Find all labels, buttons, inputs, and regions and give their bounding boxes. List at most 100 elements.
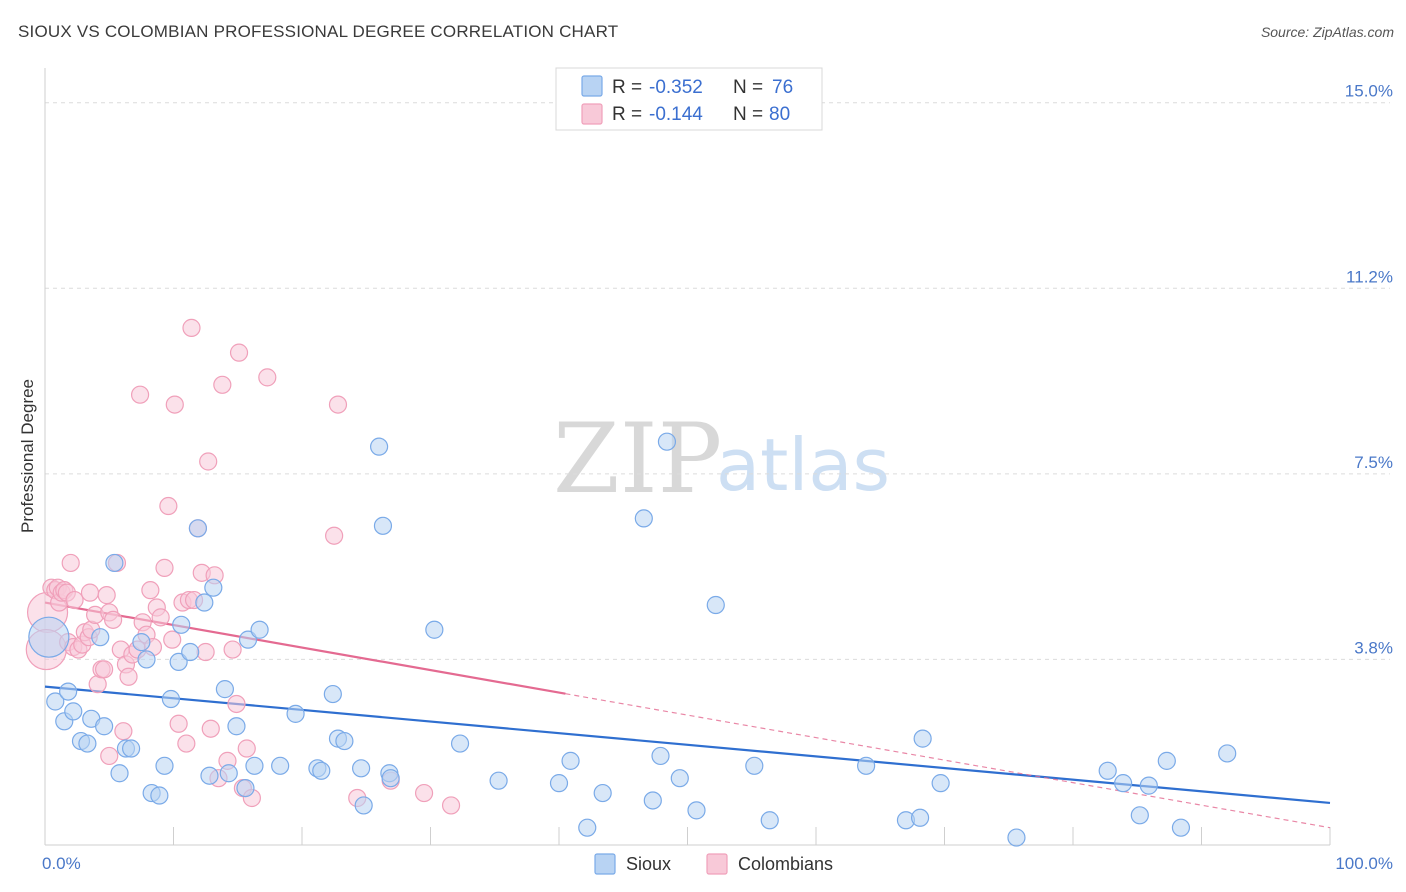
point-colombians-25: [104, 610, 123, 629]
point-sioux-68: [1007, 828, 1026, 847]
legend-swatch-colombians: [581, 103, 603, 125]
y-tick-label-0: 15.0%: [1345, 82, 1393, 101]
point-sioux-8: [91, 628, 110, 647]
point-sioux-32: [245, 756, 264, 775]
point-sioux-48: [450, 734, 470, 753]
series-legend-swatch-colombians: [706, 853, 728, 875]
point-sioux-0: [28, 616, 70, 658]
point-colombians-26: [100, 746, 119, 766]
point-sioux-10: [105, 553, 124, 573]
point-sioux-35: [286, 704, 305, 723]
series-legend-label-sioux: Sioux: [626, 854, 671, 874]
legend-n-value-sioux: 76: [772, 77, 793, 98]
point-sioux-41: [354, 796, 373, 815]
point-colombians-31: [119, 667, 138, 686]
data-points: [25, 318, 1237, 847]
point-sioux-11: [110, 764, 129, 783]
point-sioux-67: [931, 774, 950, 793]
point-colombians-61: [227, 694, 246, 714]
point-sioux-20: [169, 652, 188, 672]
point-sioux-53: [593, 783, 612, 803]
point-sioux-31: [238, 630, 258, 649]
point-colombians-68: [328, 395, 348, 414]
legend-r-label-colombians: R =: [612, 104, 642, 125]
legend-r-value-colombians: -0.144: [649, 104, 703, 125]
point-colombians-44: [165, 395, 184, 414]
chart-title: SIOUX VS COLOMBIAN PROFESSIONAL DEGREE C…: [18, 22, 619, 41]
point-sioux-6: [78, 734, 97, 753]
point-sioux-70: [1114, 774, 1133, 793]
gridlines: [45, 102, 1390, 660]
x-tick-label-max: 100.0%: [1335, 854, 1393, 873]
point-colombians-43: [163, 630, 182, 649]
point-sioux-28: [219, 764, 238, 783]
watermark: ZIP atlas: [553, 403, 890, 515]
point-sioux-66: [913, 729, 932, 748]
point-colombians-42: [159, 496, 178, 516]
point-sioux-25: [200, 766, 219, 785]
watermark-zip: ZIP: [553, 403, 722, 515]
point-sioux-52: [578, 818, 597, 837]
point-colombians-34: [130, 385, 150, 404]
point-sioux-15: [137, 650, 156, 669]
point-sioux-74: [1171, 818, 1191, 837]
point-colombians-71: [414, 783, 434, 803]
series-legend: Sioux Colombians: [594, 853, 833, 875]
point-sioux-63: [857, 756, 876, 775]
point-sioux-18: [155, 756, 174, 775]
x-tick-label-min: 0.0%: [42, 854, 81, 873]
point-sioux-27: [215, 680, 234, 699]
series-legend-swatch-sioux: [594, 853, 616, 875]
point-sioux-13: [121, 739, 141, 758]
point-sioux-54: [634, 509, 653, 528]
point-sioux-37: [312, 761, 331, 780]
point-sioux-65: [910, 808, 930, 827]
watermark-atlas: atlas: [716, 423, 890, 507]
point-sioux-4: [64, 702, 83, 721]
point-colombians-49: [182, 318, 201, 337]
point-sioux-24: [195, 593, 214, 612]
y-tick-label-1: 11.2%: [1346, 267, 1393, 286]
point-sioux-26: [204, 578, 223, 597]
point-sioux-47: [425, 620, 444, 639]
point-colombians-9: [61, 553, 80, 573]
legend-swatch-sioux: [581, 75, 603, 97]
point-sioux-44: [373, 516, 393, 535]
point-sioux-9: [95, 717, 114, 736]
legend-r-value-sioux: -0.352: [649, 77, 703, 98]
point-sioux-40: [335, 731, 354, 751]
point-sioux-71: [1130, 806, 1149, 825]
point-sioux-50: [549, 774, 569, 793]
y-axis-label: Professional Degree: [18, 379, 37, 533]
point-colombians-18: [80, 583, 100, 602]
point-sioux-23: [188, 519, 208, 538]
point-colombians-22: [95, 660, 114, 679]
series-legend-label-colombians: Colombians: [738, 854, 833, 874]
point-sioux-55: [643, 791, 662, 810]
point-sioux-59: [687, 801, 706, 820]
point-colombians-45: [169, 714, 188, 733]
point-colombians-54: [199, 452, 218, 471]
point-sioux-56: [651, 746, 670, 766]
point-colombians-66: [258, 368, 277, 387]
point-colombians-53: [196, 642, 215, 662]
point-colombians-72: [441, 796, 461, 815]
y-tick-labels: 15.0% 11.2% 7.5% 3.8%: [1345, 82, 1393, 658]
point-colombians-62: [229, 343, 249, 362]
point-sioux-61: [745, 756, 764, 775]
point-sioux-14: [132, 633, 151, 652]
point-colombians-37: [141, 581, 160, 600]
trend-line-extension-colombians: [565, 693, 1331, 829]
y-tick-label-3: 3.8%: [1354, 638, 1393, 657]
point-sioux-29: [227, 717, 246, 736]
point-sioux-62: [760, 811, 779, 830]
legend-n-value-colombians: 80: [769, 104, 790, 125]
point-sioux-30: [236, 778, 255, 798]
point-sioux-3: [59, 682, 78, 701]
point-colombians-41: [155, 558, 174, 577]
point-colombians-47: [177, 734, 196, 753]
point-sioux-75: [1218, 744, 1237, 763]
point-sioux-19: [161, 689, 181, 709]
point-sioux-57: [657, 432, 677, 451]
point-sioux-34: [271, 756, 290, 775]
